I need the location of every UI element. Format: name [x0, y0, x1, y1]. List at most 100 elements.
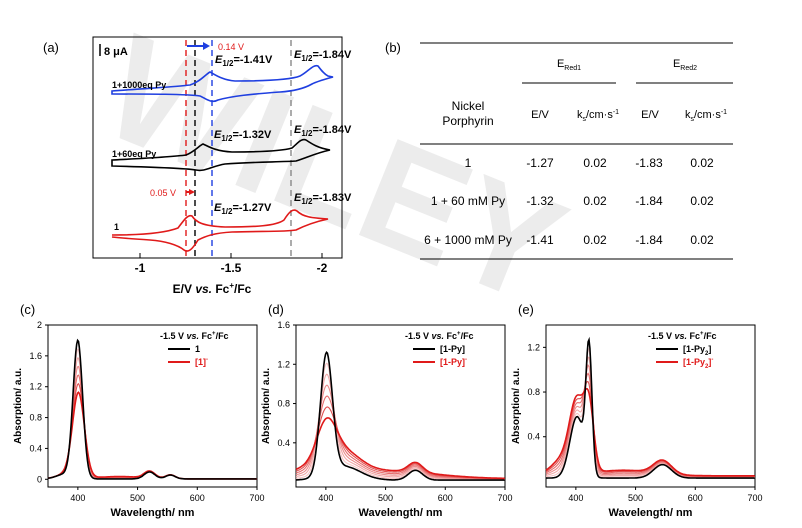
- cv-xtick-1: -1: [135, 261, 146, 275]
- shift-label-014: 0.14 V: [218, 42, 244, 52]
- spectrum-intermediate-line: [295, 384, 505, 480]
- cv-xlabel: E/V vs. Fc+/Fc: [173, 281, 252, 296]
- legend-title: -1.5 V vs. Fc+/Fc: [405, 331, 474, 341]
- y-tick-label: 0.8: [277, 399, 290, 409]
- legend-entry: [1-Py]-: [440, 357, 467, 367]
- table-cell-e2: -1.84: [635, 194, 663, 208]
- spectrum-intermediate-line: [295, 395, 505, 480]
- shift-arrow-blue-head: [203, 42, 210, 50]
- y-tick-label: 1.6: [277, 320, 290, 330]
- y-axis-label: Absorption/ a.u.: [511, 368, 522, 444]
- panel-label-b: (b): [385, 40, 401, 55]
- legend-entry: [1]-: [195, 357, 208, 367]
- legend-entry: [1-Py2]-: [683, 357, 713, 370]
- x-tick-label: 600: [438, 493, 453, 503]
- cv-xtick-2: -1.5: [221, 261, 242, 275]
- y-tick-label: 0.8: [527, 387, 540, 397]
- spectrum-panel-c: (c) 400 500 600 700 0 0.4 0.8 1.2 1.6 2 Wavelength/…: [13, 302, 265, 519]
- table-cell-e1: -1.32: [526, 194, 554, 208]
- y-tick-label: 0.4: [29, 443, 42, 453]
- x-tick-label: 400: [568, 493, 583, 503]
- x-tick-label: 700: [747, 493, 762, 503]
- y-tick-label: 1.6: [29, 351, 42, 361]
- e-half-label-6: E1/2=-1.83V: [294, 192, 352, 206]
- e-half-label-4: E1/2=-1.84V: [294, 124, 352, 138]
- table-cell-e1: -1.27: [526, 156, 554, 170]
- y-tick-label: 1.2: [277, 359, 290, 369]
- spectrum-intermediate-line: [295, 373, 505, 481]
- y-tick-label: 2: [37, 320, 42, 330]
- y-tick-label: 0: [37, 474, 42, 484]
- table-subheader-ks1: ks/cm·s-1: [577, 109, 619, 123]
- table-row: 1 + 60 mM Py -1.32 0.02 -1.84 0.02: [431, 194, 714, 208]
- table-cell-ks1: 0.02: [583, 194, 607, 208]
- cv-frame: [92, 36, 343, 259]
- spectrum-intermediate-line: [47, 365, 257, 480]
- legend-title: -1.5 V vs. Fc+/Fc: [648, 331, 717, 341]
- spectrum-reduced-line: [47, 391, 257, 480]
- e-half-label-1: E1/2=-1.41V: [215, 54, 273, 68]
- spectrum-panel-d: (d) 400 500 600 700 0.4 0.8 1.2 1.6 Wavelength/ n…: [261, 302, 513, 519]
- x-tick-label: 500: [378, 493, 393, 503]
- y-tick-label: 0.4: [277, 438, 290, 448]
- legend-entry: [1-Py]: [440, 344, 465, 354]
- table-cell-ks1: 0.02: [583, 233, 607, 247]
- cv-label-1000eq: 1+1000eq Py: [112, 80, 166, 90]
- table-row: 1 -1.27 0.02 -1.83 0.02: [465, 156, 714, 170]
- cv-curve-1000eq: [111, 64, 334, 103]
- spectrum-neutral-line: [47, 338, 257, 480]
- x-tick-label: 600: [688, 493, 703, 503]
- x-axis-label: Wavelength/ nm: [359, 507, 443, 519]
- table-cell-ks1: 0.02: [583, 156, 607, 170]
- x-axis-label: Wavelength/ nm: [609, 507, 693, 519]
- spectrum-panel-e: (e) 400 500 600 700 0.4 0.8 1.2 Wavelength/ nm Ab…: [511, 302, 763, 519]
- spectrum-intermediate-line: [47, 374, 257, 480]
- table-row: 6 + 1000 mM Py -1.41 0.02 -1.84 0.02: [424, 233, 714, 247]
- legend-entry: [1-Py2]: [683, 344, 711, 357]
- e-half-label-5: E1/2=-1.27V: [214, 202, 272, 216]
- shift-label-005: 0.05 V: [150, 188, 176, 198]
- e-half-label-2: E1/2=-1.84V: [294, 49, 352, 63]
- cv-curve-parent: [111, 209, 329, 252]
- table-cell-name: 1 + 60 mM Py: [431, 194, 505, 208]
- cv-curve-60eq: [111, 138, 331, 172]
- table-header-nickel: Nickel: [452, 99, 485, 113]
- spectrum-series-group: [295, 350, 505, 481]
- cv-ticks: [139, 253, 323, 258]
- spectrum-intermediate-line: [545, 347, 755, 479]
- table-cell-ks2: 0.02: [690, 233, 714, 247]
- y-tick-label: 1.2: [29, 382, 42, 392]
- x-axis-label: Wavelength/ nm: [111, 507, 195, 519]
- table-cell-name: 1: [465, 156, 472, 170]
- cv-xtick-3: -2: [317, 261, 328, 275]
- table-subheader-e2: E/V: [641, 109, 659, 121]
- spectrum-neutral-line: [546, 336, 755, 479]
- scale-bar-label: 8 μA: [104, 46, 128, 58]
- panel-label-e: (e): [518, 302, 534, 317]
- x-tick-label: 400: [70, 493, 85, 503]
- spectrum-series-group: [47, 338, 257, 480]
- uv-vis-spectra: (c) 400 500 600 700 0 0.4 0.8 1.2 1.6 2 Wavelength/…: [13, 302, 763, 519]
- spectrum-frame: [545, 324, 756, 488]
- table-header-porphyrin: Porphyrin: [442, 114, 493, 128]
- spectrum-neutral-line: [296, 350, 505, 481]
- x-tick-label: 600: [190, 493, 205, 503]
- table-header-ered1: ERed1: [557, 58, 581, 72]
- panel-label-d: (d): [268, 302, 284, 317]
- y-tick-label: 0.4: [527, 432, 540, 442]
- y-axis-label: Absorption/ a.u.: [13, 368, 24, 444]
- x-tick-label: 500: [130, 493, 145, 503]
- spectrum-intermediate-line: [47, 382, 257, 480]
- x-tick-label: 700: [249, 493, 264, 503]
- table-header-ered2: ERed2: [673, 58, 697, 72]
- y-tick-label: 1.2: [527, 342, 540, 352]
- spectrum-intermediate-line: [295, 362, 505, 481]
- x-tick-label: 400: [318, 493, 333, 503]
- table-cell-e2: -1.83: [635, 156, 663, 170]
- table-subheader-ks2: ks/cm·s-1: [685, 109, 727, 123]
- panel-label-c: (c): [20, 302, 35, 317]
- legend-entry: 1: [195, 344, 200, 354]
- e-half-label-3: E1/2=-1.32V: [214, 129, 272, 143]
- table-cell-ks2: 0.02: [690, 156, 714, 170]
